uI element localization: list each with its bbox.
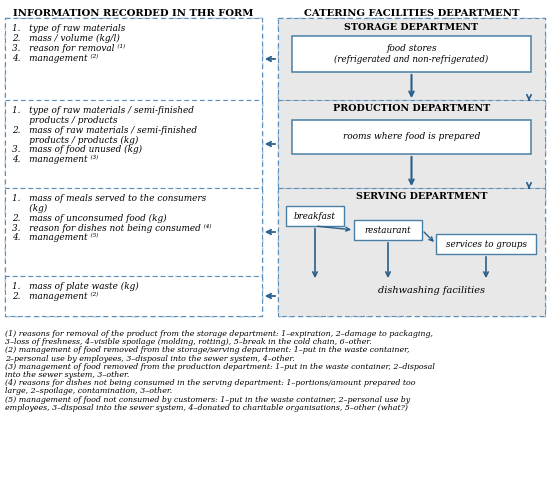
Bar [5,18,262,100]
Text: dishwashing facilities: dishwashing facilities [378,286,485,295]
Bar [278,18,545,100]
Text: restaurant: restaurant [365,226,411,235]
Text: 2.   mass of unconsumed food (kg): 2. mass of unconsumed food (kg) [12,213,167,223]
Text: 3.   reason for dishes not being consumed ⁽⁴⁾: 3. reason for dishes not being consumed … [12,224,211,233]
Text: products / products (kg): products / products (kg) [12,136,139,145]
Text: into the sewer system, 3–other.: into the sewer system, 3–other. [5,371,129,379]
Text: employees, 3–disposal into the sewer system, 4–donated to charitable organisatio: employees, 3–disposal into the sewer sys… [5,404,408,412]
Bar [278,188,545,316]
Bar [354,220,422,240]
Text: 2.   management ⁽²⁾: 2. management ⁽²⁾ [12,292,98,301]
Text: large, 2–spoilage, contamination, 3–other.: large, 2–spoilage, contamination, 3–othe… [5,387,172,395]
Text: PRODUCTION DEPARTMENT: PRODUCTION DEPARTMENT [333,104,490,113]
Text: products / products: products / products [12,116,118,125]
Text: (refrigerated and non-refrigerated): (refrigerated and non-refrigerated) [334,55,488,64]
Text: food stores: food stores [386,44,437,53]
Text: breakfast: breakfast [294,212,336,221]
Text: 4.   management ⁽²⁾: 4. management ⁽²⁾ [12,53,98,62]
Text: 1.   mass of meals served to the consumers: 1. mass of meals served to the consumers [12,194,206,203]
Text: (3) management of food removed from the production department: 1–put in the wast: (3) management of food removed from the … [5,363,435,371]
Bar [292,120,531,154]
Text: rooms where food is prepared: rooms where food is prepared [343,132,480,141]
Text: (1) reasons for removal of the product from the storage department: 1–expiration: (1) reasons for removal of the product f… [5,330,433,338]
Text: (kg): (kg) [12,204,47,213]
Text: 1.   type of raw materials: 1. type of raw materials [12,24,125,33]
Bar [286,206,344,226]
Text: SERVING DEPARTMENT: SERVING DEPARTMENT [356,192,487,201]
Bar [5,188,262,276]
Bar [278,100,545,188]
Text: 4.   management ⁽³⁾: 4. management ⁽³⁾ [12,155,98,164]
Bar [278,18,545,316]
Text: 2.   mass of raw materials / semi-finished: 2. mass of raw materials / semi-finished [12,126,197,135]
Text: (4) reasons for dishes not being consumed in the serving department: 1–portions/: (4) reasons for dishes not being consume… [5,379,415,387]
Text: (2) management of food removed from the storage/serving department: 1–put in the: (2) management of food removed from the … [5,347,410,354]
Text: 1.   type of raw materials / semi-finished: 1. type of raw materials / semi-finished [12,106,194,115]
Text: 3.   mass of food unused (kg): 3. mass of food unused (kg) [12,145,142,154]
Bar [5,100,262,188]
Bar [5,276,262,316]
Text: 2.   mass / volume (kg/l): 2. mass / volume (kg/l) [12,34,120,43]
Text: 3.   reason for removal ⁽¹⁾: 3. reason for removal ⁽¹⁾ [12,44,125,53]
Text: services to groups: services to groups [446,240,526,249]
Bar [5,18,262,316]
Text: 3–loss of freshness, 4–visible spoilage (molding, rotting), 5–break in the cold : 3–loss of freshness, 4–visible spoilage … [5,338,372,346]
Text: STORAGE DEPARTMENT: STORAGE DEPARTMENT [344,23,478,32]
Bar [292,36,531,72]
Text: (5) management of food not consumed by customers: 1–put in the waste container, : (5) management of food not consumed by c… [5,395,410,404]
Text: INFORMATION RECORDED IN THR FORM: INFORMATION RECORDED IN THR FORM [13,9,254,18]
Text: CATERING FACILITIES DEPARTMENT: CATERING FACILITIES DEPARTMENT [304,9,519,18]
Bar [436,234,536,254]
Text: 1.   mass of plate waste (kg): 1. mass of plate waste (kg) [12,282,139,291]
Text: 4.   management ⁽⁵⁾: 4. management ⁽⁵⁾ [12,233,98,242]
Text: 2–personal use by employees, 3–disposal into the sewer system, 4–other.: 2–personal use by employees, 3–disposal … [5,355,295,363]
